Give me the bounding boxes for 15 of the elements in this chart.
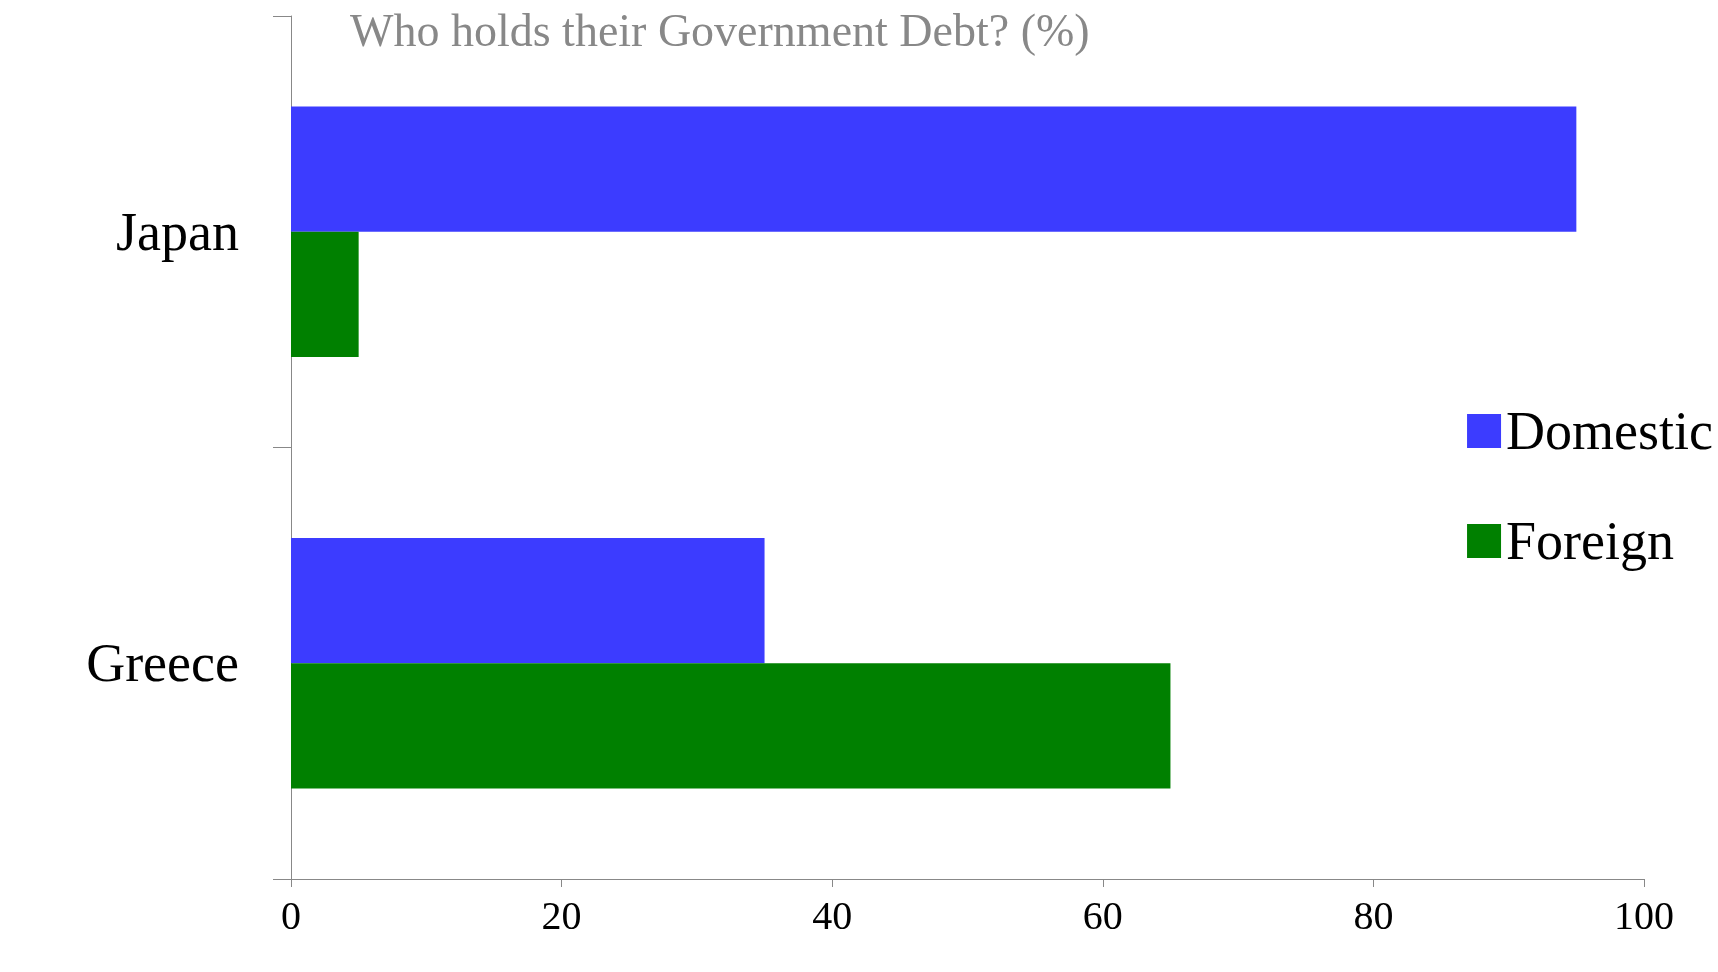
chart-title: Who holds their Government Debt? (%) [350,4,1090,56]
bar [291,538,765,664]
x-tick-label: 80 [1353,892,1394,938]
x-tick-label: 40 [812,892,853,938]
bar [291,663,1171,789]
x-tick-label: 20 [541,892,582,938]
y-tick-label: Greece [86,633,239,694]
legend-label: Domestic [1506,401,1714,461]
legend-label: Foreign [1506,511,1675,571]
bar [291,231,359,357]
x-tick-label: 60 [1082,892,1123,938]
bar [291,106,1577,232]
x-tick-label: 0 [281,892,301,938]
x-tick-label: 100 [1614,892,1674,938]
y-tick-label: Japan [116,201,239,262]
